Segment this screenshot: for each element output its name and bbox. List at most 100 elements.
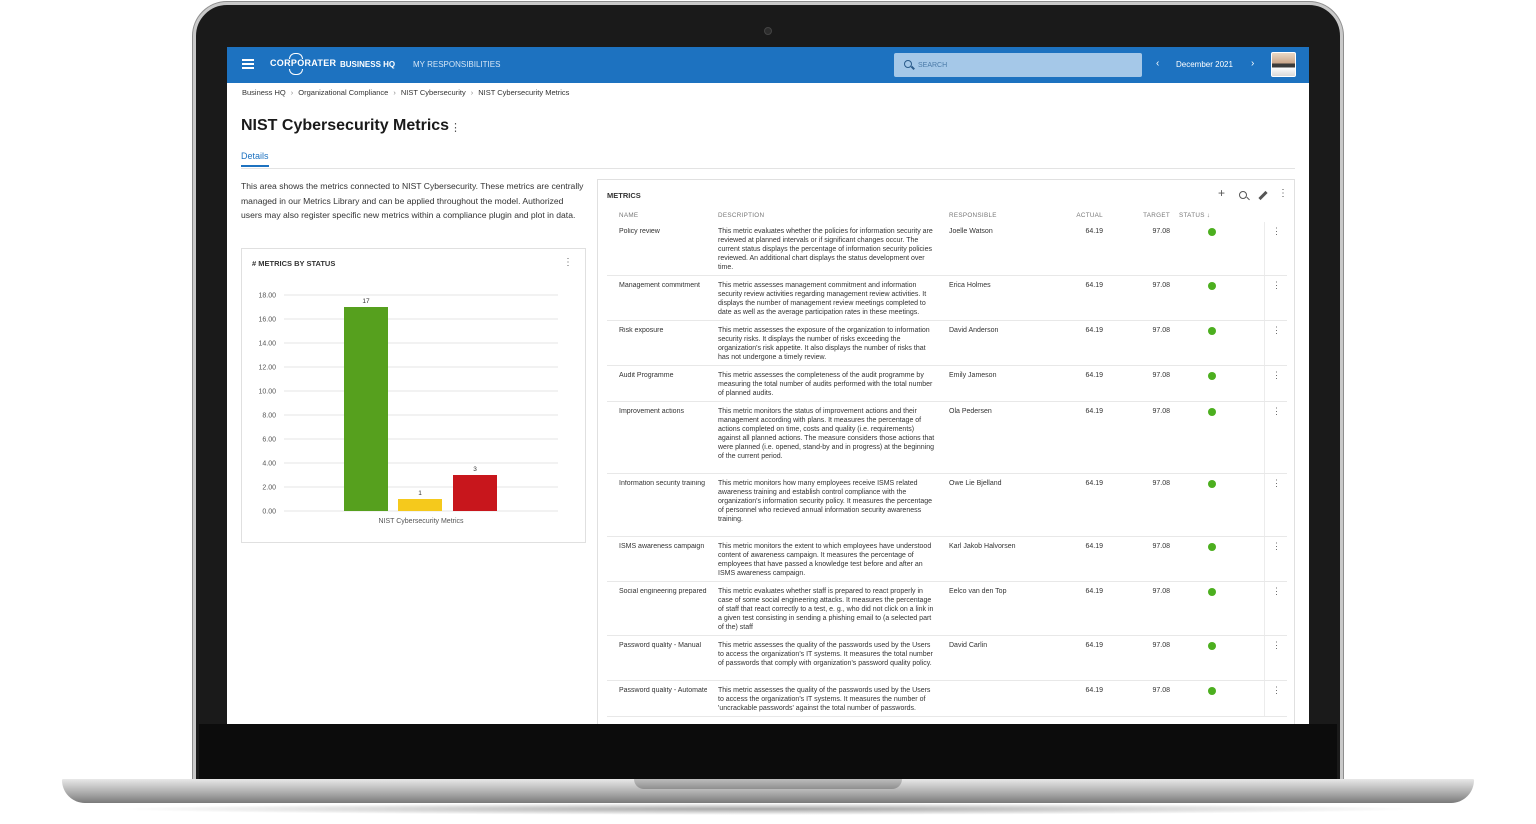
- row-more-options-icon[interactable]: ⋮: [1272, 541, 1281, 551]
- page-title: NIST Cybersecurity Metrics: [241, 117, 450, 134]
- metric-responsible: Owe Lie Bjelland: [949, 480, 1002, 487]
- table-row[interactable]: Social engineering preparedness This metr…: [607, 582, 1287, 636]
- metric-name[interactable]: Improvement actions: [619, 408, 684, 415]
- row-more-options-icon[interactable]: ⋮: [1272, 586, 1281, 596]
- metric-actual: 64.19: [1085, 543, 1103, 550]
- table-row[interactable]: Password quality - Manual This metric ass…: [607, 636, 1287, 681]
- metric-responsible: David Carlin: [949, 642, 988, 649]
- more-options-icon[interactable]: ⋮: [563, 257, 573, 268]
- table-row[interactable]: Risk exposure This metric assesses the ex…: [607, 321, 1287, 366]
- app-screen: CORPORATER BUSINESS HQ MY RESPONSIBILITI…: [227, 47, 1309, 724]
- table-row[interactable]: Audit Programme This metric assesses the …: [607, 366, 1287, 402]
- metric-target: 97.08: [1152, 372, 1170, 379]
- metric-description: This metric evaluates whether the polici…: [718, 228, 933, 271]
- col-header-responsible[interactable]: RESPONSIBLE: [949, 212, 997, 219]
- more-options-icon[interactable]: ⋮: [1278, 188, 1288, 199]
- metric-actual: 64.19: [1085, 408, 1103, 415]
- metrics-by-status-card: # METRICS BY STATUS ⋮ 0.00 2.00 4.00 6.00 8.…: [241, 248, 586, 543]
- metric-name[interactable]: Password quality - Automated: [619, 687, 707, 694]
- table-row[interactable]: Password quality - Automated This metric …: [607, 681, 1287, 717]
- column-divider: [1264, 402, 1265, 473]
- metric-description: This metric monitors how many employees …: [718, 480, 933, 523]
- nav-business-hq[interactable]: BUSINESS HQ: [340, 60, 396, 69]
- breadcrumb-separator-icon: ›: [393, 88, 396, 97]
- data-label: 3: [473, 466, 477, 473]
- column-divider: [1264, 636, 1265, 680]
- period-selector[interactable]: December 2021: [1176, 60, 1233, 69]
- tab-divider: [241, 168, 1295, 169]
- metric-target: 97.08: [1152, 543, 1170, 550]
- row-more-options-icon[interactable]: ⋮: [1272, 478, 1281, 488]
- metric-name[interactable]: Risk exposure: [619, 327, 664, 334]
- y-tick-label: 10.00: [258, 389, 276, 396]
- status-indicator-icon: [1208, 642, 1216, 650]
- row-more-options-icon[interactable]: ⋮: [1272, 226, 1281, 236]
- metric-responsible: David Anderson: [949, 327, 999, 334]
- search-input[interactable]: [918, 58, 1128, 72]
- more-options-icon[interactable]: ⋮: [450, 122, 461, 134]
- table-row[interactable]: ISMS awareness campaign This metric monit…: [607, 537, 1287, 582]
- column-divider: [1264, 276, 1265, 320]
- status-indicator-icon: [1208, 228, 1216, 236]
- breadcrumb-item[interactable]: NIST Cybersecurity: [400, 88, 466, 97]
- column-divider: [1264, 537, 1265, 581]
- chevron-right-icon[interactable]: ›: [1251, 58, 1255, 69]
- chevron-left-icon[interactable]: ‹: [1156, 58, 1160, 69]
- table-row[interactable]: Information security training This metric…: [607, 474, 1287, 537]
- metric-name[interactable]: Password quality - Manual: [619, 642, 702, 649]
- table-row[interactable]: Improvement actions This metric monitors …: [607, 402, 1287, 474]
- nav-my-responsibilities[interactable]: MY RESPONSIBILITIES: [413, 60, 501, 69]
- status-indicator-icon: [1208, 588, 1216, 596]
- add-icon[interactable]: +: [1218, 186, 1226, 200]
- avatar[interactable]: [1271, 52, 1296, 77]
- row-more-options-icon[interactable]: ⋮: [1272, 370, 1281, 380]
- search-box[interactable]: [894, 53, 1142, 77]
- y-tick-label: 4.00: [262, 461, 276, 468]
- metric-target: 97.08: [1152, 282, 1170, 289]
- metric-name[interactable]: Management commitment: [619, 282, 700, 289]
- tab-details[interactable]: Details: [241, 151, 269, 167]
- metric-actual: 64.19: [1085, 588, 1103, 595]
- row-more-options-icon[interactable]: ⋮: [1272, 640, 1281, 650]
- col-header-description[interactable]: DESCRIPTION: [718, 212, 765, 219]
- brand-name[interactable]: CORPORATER: [270, 58, 337, 68]
- search-icon[interactable]: [1239, 191, 1247, 199]
- metric-description: This metric monitors the status of impro…: [718, 408, 935, 460]
- column-divider: [1264, 582, 1265, 635]
- metric-responsible: Eelco van den Top: [949, 588, 1007, 595]
- metric-description: This metric assesses management commitme…: [718, 282, 927, 316]
- metric-actual: 64.19: [1085, 480, 1103, 487]
- table-row[interactable]: Policy review This metric evaluates wheth…: [607, 222, 1287, 276]
- brand-logo-icon: [289, 53, 303, 59]
- metric-name[interactable]: Social engineering preparedness: [619, 588, 707, 595]
- status-indicator-icon: [1208, 480, 1216, 488]
- breadcrumb-item[interactable]: Organizational Compliance: [298, 88, 389, 97]
- metric-actual: 64.19: [1085, 282, 1103, 289]
- breadcrumb-item[interactable]: Business HQ: [242, 88, 286, 97]
- edit-icon[interactable]: [1258, 190, 1268, 201]
- col-header-actual[interactable]: ACTUAL: [1076, 212, 1103, 219]
- metric-name[interactable]: Information security training: [619, 480, 705, 487]
- column-divider: [1264, 222, 1265, 275]
- bar: [453, 475, 497, 511]
- row-more-options-icon[interactable]: ⋮: [1272, 685, 1281, 695]
- search-icon: [904, 60, 912, 68]
- metric-name[interactable]: Policy review: [619, 228, 660, 235]
- metric-responsible: Erica Holmes: [949, 282, 991, 289]
- metric-name[interactable]: ISMS awareness campaign: [619, 543, 705, 550]
- y-tick-label: 6.00: [262, 437, 276, 444]
- col-header-name[interactable]: NAME: [619, 212, 639, 219]
- metric-description: This metric evaluates whether staff is p…: [718, 588, 934, 631]
- row-more-options-icon[interactable]: ⋮: [1272, 280, 1281, 290]
- menu-icon[interactable]: [242, 59, 254, 69]
- metric-name[interactable]: Audit Programme: [619, 372, 674, 379]
- y-tick-label: 14.00: [258, 341, 276, 348]
- metric-responsible: Karl Jakob Halvorsen: [949, 543, 1016, 550]
- row-more-options-icon[interactable]: ⋮: [1272, 406, 1281, 416]
- table-row[interactable]: Management commitment This metric assesse…: [607, 276, 1287, 321]
- chart-title: # METRICS BY STATUS: [252, 259, 336, 268]
- col-header-status[interactable]: STATUS ↓: [1179, 212, 1211, 219]
- row-more-options-icon[interactable]: ⋮: [1272, 325, 1281, 335]
- col-header-target[interactable]: TARGET: [1143, 212, 1170, 219]
- status-indicator-icon: [1208, 687, 1216, 695]
